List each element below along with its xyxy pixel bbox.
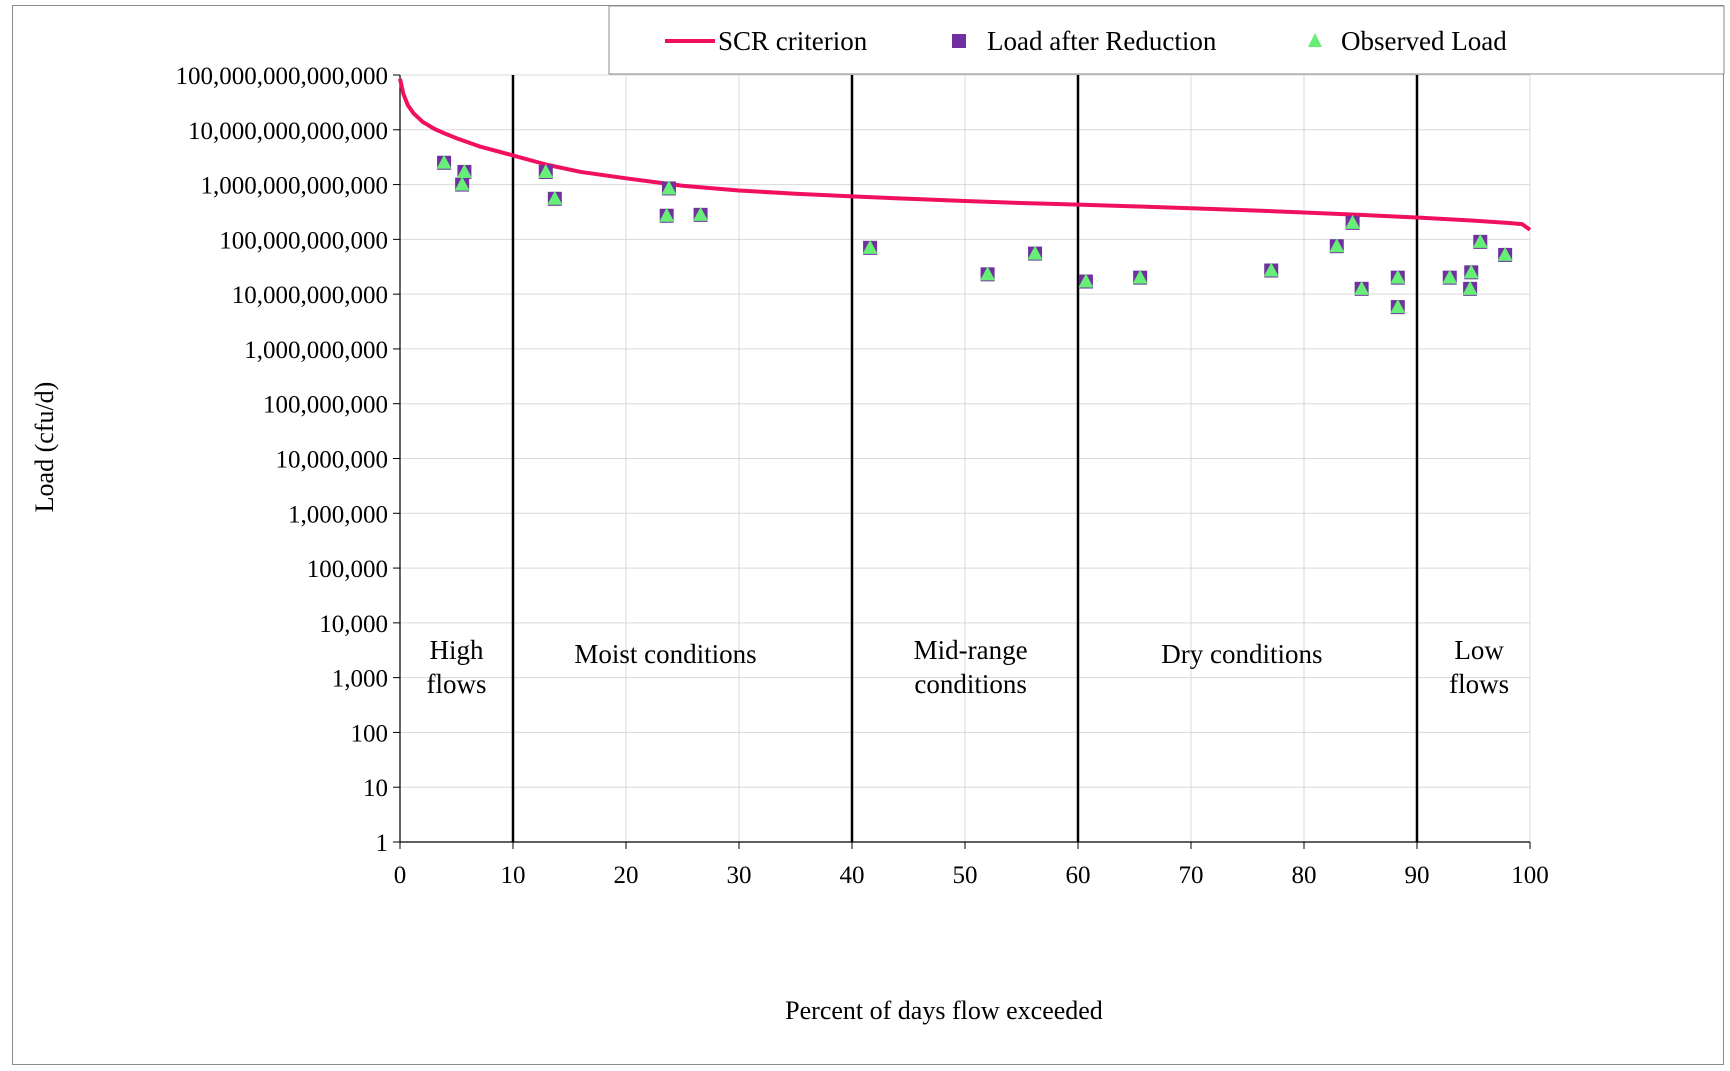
region-labels: High flows Moist conditions Mid-range condit… [427,635,1510,699]
region-label: High [430,635,485,665]
y-tick-label: 100,000 [307,556,388,583]
observed-point [454,176,470,191]
legend-swatch-observed [1308,33,1322,47]
legend: SCR criterion Load after Reduction Observe… [608,5,1725,75]
x-axis-title: Percent of days flow exceeded [785,996,1103,1025]
observed-point [1463,264,1479,279]
observed-point [547,190,563,205]
observed-point [1390,299,1406,314]
observed-point [1390,269,1406,284]
legend-label-observed: Observed Load [1341,26,1507,56]
observed-point [1078,273,1094,288]
observed-point [1329,238,1345,253]
observed-point [1345,214,1361,229]
observed-point [1497,246,1513,261]
y-tick-label: 10,000,000,000 [232,282,388,309]
y-tick-label: 10,000,000,000,000 [188,118,388,145]
region-label: Dry conditions [1161,639,1322,669]
observed-point [1442,269,1458,284]
x-tick-label: 50 [953,862,978,889]
y-tick-label: 100 [351,720,389,747]
y-tick-label: 100,000,000,000,000 [176,63,389,90]
legend-box [608,5,1725,75]
x-tick-label: 20 [614,862,639,889]
observed-point [456,163,472,178]
observed-point [1132,269,1148,284]
series [398,78,1532,315]
y-tick-label: 1,000,000,000 [244,337,388,364]
legend-label-criterion: SCR criterion [718,26,868,56]
observed-point [538,163,554,178]
x-tick-label: 80 [1292,862,1317,889]
region-label: Moist conditions [574,639,756,669]
observed-point [980,266,996,281]
y-tick-label: 1,000 [332,666,388,693]
x-tick-label: 60 [1066,862,1091,889]
region-label: flows [1449,669,1509,699]
y-tick-label: 10,000 [319,611,388,638]
x-tick-label: 40 [840,862,865,889]
observed-point [1263,262,1279,277]
y-tick-label: 1 [376,830,389,857]
y-tick-label: 1,000,000 [288,501,388,528]
observed-point [1462,280,1478,295]
x-tick-label: 0 [394,862,407,889]
y-tick-label: 1,000,000,000,000 [201,173,389,200]
scr-criterion-line [398,78,1532,232]
x-tick-label: 30 [727,862,752,889]
legend-label-reduction: Load after Reduction [987,26,1217,56]
region-label: conditions [914,669,1027,699]
x-tick-label: 70 [1179,862,1204,889]
observed-point [659,207,675,222]
region-label: Low [1454,635,1504,665]
x-tick-label: 10 [501,862,526,889]
observed-point [1472,233,1488,248]
legend-swatch-reduction [952,34,966,48]
y-axis-title: Load (cfu/d) [30,382,59,513]
region-label: Mid-range [914,635,1028,665]
observed-point [862,239,878,254]
x-tick-label: 90 [1405,862,1430,889]
y-tick-label: 100,000,000 [263,392,388,419]
observed-point [1354,280,1370,295]
x-tick-label: 100 [1511,862,1549,889]
y-tick-label: 10,000,000 [276,447,389,474]
observed-point [661,180,677,195]
y-tick-label: 100,000,000,000 [219,227,388,254]
observed-point [693,206,709,221]
region-label: flows [427,669,487,699]
axes: 1101001,00010,000100,0001,000,00010,000,… [176,63,1549,889]
observed-point [1027,245,1043,260]
y-tick-label: 10 [363,775,388,802]
observed-point [436,154,452,169]
gridlines [400,74,1531,843]
